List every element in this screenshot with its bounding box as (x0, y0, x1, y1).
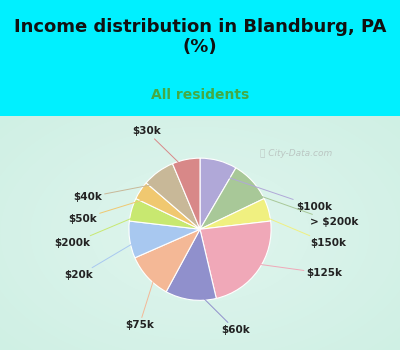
Ellipse shape (0, 89, 400, 350)
Ellipse shape (50, 139, 350, 328)
Ellipse shape (0, 19, 400, 350)
Ellipse shape (0, 32, 400, 350)
Text: All residents: All residents (151, 88, 249, 102)
Text: Income distribution in Blandburg, PA
(%): Income distribution in Blandburg, PA (%) (14, 18, 386, 56)
Ellipse shape (30, 126, 370, 340)
Ellipse shape (0, 63, 400, 350)
Ellipse shape (140, 196, 260, 271)
Ellipse shape (0, 57, 400, 350)
Ellipse shape (180, 220, 220, 246)
Ellipse shape (80, 158, 320, 309)
Text: $200k: $200k (54, 213, 144, 248)
Wedge shape (146, 164, 200, 229)
Ellipse shape (90, 164, 310, 302)
Ellipse shape (0, 70, 400, 350)
Ellipse shape (70, 152, 330, 315)
Ellipse shape (0, 101, 400, 350)
Text: > $200k: > $200k (243, 190, 358, 227)
Wedge shape (172, 158, 200, 229)
Ellipse shape (0, 82, 400, 350)
Text: $30k: $30k (132, 126, 188, 172)
Wedge shape (129, 221, 200, 258)
Text: $100k: $100k (215, 173, 332, 211)
Ellipse shape (120, 183, 280, 284)
Text: ⓘ City-Data.com: ⓘ City-Data.com (260, 149, 332, 158)
Wedge shape (135, 229, 200, 292)
Ellipse shape (160, 208, 240, 258)
Ellipse shape (0, 107, 400, 350)
Text: $50k: $50k (68, 197, 151, 224)
Ellipse shape (0, 38, 400, 350)
Ellipse shape (0, 26, 400, 350)
Ellipse shape (0, 95, 400, 350)
Ellipse shape (110, 177, 290, 290)
Ellipse shape (100, 170, 300, 296)
Text: $60k: $60k (192, 287, 250, 335)
Wedge shape (200, 198, 271, 229)
Ellipse shape (170, 215, 230, 252)
Ellipse shape (40, 133, 360, 334)
Wedge shape (200, 158, 236, 229)
Ellipse shape (10, 114, 390, 350)
Text: $40k: $40k (73, 182, 166, 202)
Wedge shape (136, 183, 200, 229)
Ellipse shape (0, 13, 400, 350)
Wedge shape (166, 229, 216, 300)
Wedge shape (129, 198, 200, 229)
Text: $75k: $75k (125, 269, 157, 330)
Ellipse shape (0, 76, 400, 350)
Ellipse shape (60, 145, 340, 321)
Ellipse shape (0, 44, 400, 350)
Ellipse shape (150, 202, 250, 265)
Text: $125k: $125k (248, 263, 343, 278)
Ellipse shape (190, 227, 210, 239)
Text: $150k: $150k (256, 213, 346, 248)
Ellipse shape (0, 51, 400, 350)
Ellipse shape (20, 120, 380, 346)
Wedge shape (200, 168, 264, 229)
Ellipse shape (0, 7, 400, 350)
Wedge shape (200, 221, 271, 299)
Text: $20k: $20k (65, 238, 142, 280)
Ellipse shape (130, 189, 270, 277)
